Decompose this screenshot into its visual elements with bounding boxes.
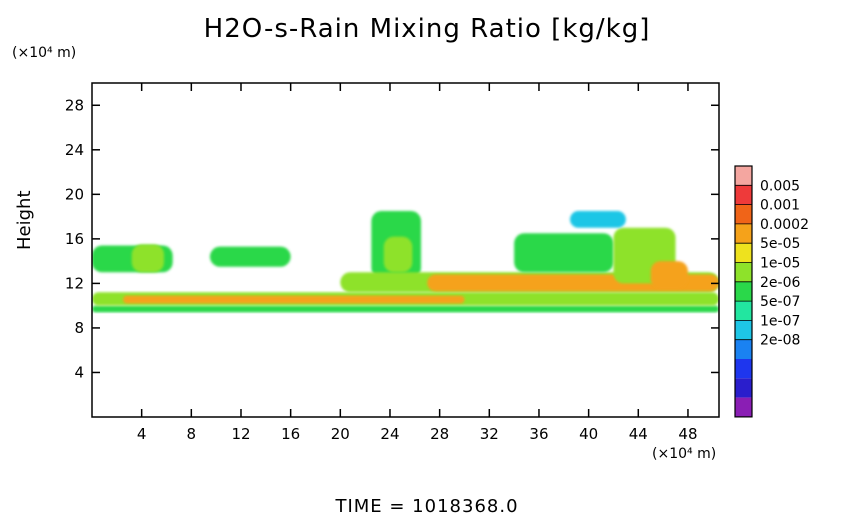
y-tick-label: 4 (74, 363, 84, 381)
colorbar-label: 0.0002 (760, 217, 809, 233)
colorbar-swatch (735, 204, 752, 224)
field-region-13 (570, 211, 626, 228)
y-tick-label: 16 (65, 230, 84, 248)
x-tick-label: 4 (137, 425, 147, 443)
x-tick-label: 36 (529, 425, 548, 443)
colorbar: 0.005 0.001 0.0002 5e-05 1e-05 2e-06 5e-07 1e-0… (734, 165, 809, 418)
x-tick-label: 16 (281, 425, 300, 443)
colorbar-swatch (735, 185, 752, 205)
chart-title: H2O-s-Rain Mixing Ratio [kg/kg] (203, 14, 651, 44)
x-tick-label: 24 (380, 425, 399, 443)
colorbar-swatch (735, 301, 752, 321)
heatmap-field (92, 211, 719, 313)
y-axis-unit: (×10⁴ m) (12, 45, 77, 61)
y-tick-label: 12 (65, 274, 84, 292)
field-region-10 (514, 233, 614, 273)
colorbar-swatch (735, 397, 752, 417)
colorbar-swatch (735, 223, 752, 244)
y-tick-label: 20 (65, 185, 84, 203)
colorbar-swatch (735, 320, 752, 340)
colorbar-swatch (735, 243, 752, 263)
colorbar-label: 2e-08 (760, 333, 800, 349)
x-tick-label: 44 (629, 425, 648, 443)
colorbar-swatch (735, 281, 752, 302)
colorbar-swatch (735, 166, 752, 186)
x-tick-label: 32 (480, 425, 499, 443)
colorbar-swatch (735, 262, 752, 282)
field-region-2 (123, 295, 465, 304)
colorbar-label: 2e-06 (760, 275, 800, 291)
colorbar-label: 5e-07 (760, 294, 800, 310)
x-tick-label: 40 (579, 425, 598, 443)
x-axis-unit: (×10⁴ m) (652, 446, 717, 462)
colorbar-frame (734, 165, 753, 418)
colorbar-swatch (735, 339, 752, 359)
field-region-0 (92, 305, 719, 313)
x-tick-label: 48 (678, 425, 697, 443)
y-tick-label: 8 (74, 319, 84, 337)
colorbar-label: 0.001 (760, 198, 800, 214)
y-tick-label: 24 (65, 141, 84, 159)
colorbar-label: 1e-05 (760, 256, 800, 272)
colorbar-swatch (735, 359, 752, 379)
x-tick-label: 12 (231, 425, 250, 443)
colorbar-swatch (735, 378, 752, 398)
x-tick-label: 8 (187, 425, 197, 443)
x-tick-label: 28 (430, 425, 449, 443)
colorbar-label: 5e-05 (760, 236, 800, 252)
y-tick-label: 28 (65, 96, 84, 114)
colorbar-label: 0.005 (760, 178, 800, 194)
field-region-5 (209, 246, 291, 267)
field-region-7 (383, 236, 413, 273)
plot-frame (91, 82, 720, 418)
x-tick-label: 20 (331, 425, 350, 443)
time-footer: TIME = 1018368.0 (335, 496, 519, 517)
colorbar-label: 1e-07 (760, 313, 800, 329)
field-region-4 (131, 244, 165, 273)
field-region-12 (650, 261, 688, 289)
